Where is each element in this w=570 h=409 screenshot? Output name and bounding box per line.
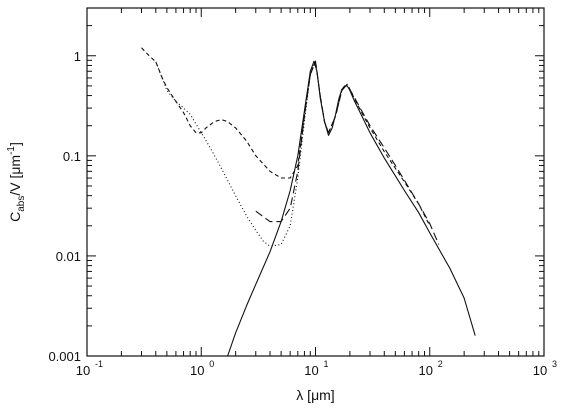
- x-tick-label: 10: [190, 363, 204, 378]
- y-axis-title-subscript: abs: [16, 196, 27, 212]
- svg-text:Cabs/V [μm-1]: Cabs/V [μm-1]: [6, 142, 27, 222]
- x-tick-label: 10: [304, 363, 318, 378]
- series-line-dashed: [141, 47, 431, 227]
- x-tick-label-exponent: 1: [324, 359, 329, 369]
- y-tick-label: 0.01: [56, 249, 81, 264]
- x-tick-label-exponent: 0: [209, 359, 214, 369]
- x-tick-label: 10: [76, 363, 90, 378]
- x-tick-label-exponent: -1: [95, 359, 103, 369]
- series-line-longdash: [255, 60, 440, 245]
- series-dashed: [141, 47, 431, 227]
- x-tick-label: 10: [533, 363, 547, 378]
- series-solid: [227, 60, 476, 357]
- y-tick-label: 0.001: [48, 349, 81, 364]
- tick-labels: 10 -1 10 0 10 1 10 2 10 3 0.001 0.01 0.1 1: [48, 49, 557, 378]
- series-line-dotted: [155, 61, 317, 247]
- series-dotted: [155, 61, 317, 247]
- plot-frame: [86, 7, 545, 357]
- y-axis-title-main: C: [7, 212, 23, 222]
- x-axis-title: λ [μm]: [296, 387, 334, 403]
- y-axis-title: Cabs/V [μm-1]: [6, 142, 27, 222]
- y-axis-title-superscript: -1: [6, 146, 17, 155]
- y-axis-title-rest: /V [μm: [7, 155, 23, 196]
- y-tick-label: 1: [74, 49, 81, 64]
- x-tick-label-exponent: 3: [552, 359, 557, 369]
- y-tick-label: 0.1: [63, 149, 81, 164]
- x-tick-label: 10: [419, 363, 433, 378]
- plot-area: [86, 7, 545, 357]
- series-layer: [141, 47, 476, 357]
- y-axis-title-close: ]: [7, 142, 23, 146]
- x-tick-label-exponent: 2: [438, 359, 443, 369]
- ticks-layer: [86, 7, 545, 357]
- series-line-solid: [227, 60, 476, 357]
- series-longdash: [255, 60, 440, 245]
